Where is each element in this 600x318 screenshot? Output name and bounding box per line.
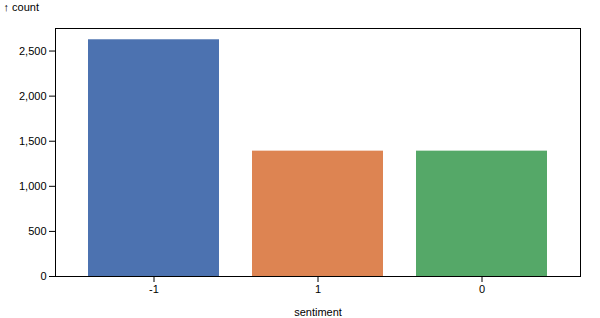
svg-text:500: 500	[28, 225, 46, 237]
svg-text:0: 0	[479, 283, 485, 295]
svg-text:1,000: 1,000	[19, 180, 47, 192]
svg-text:2,500: 2,500	[19, 45, 47, 57]
svg-text:2,000: 2,000	[19, 90, 47, 102]
svg-text:-1: -1	[149, 283, 159, 295]
svg-text:0: 0	[40, 270, 46, 282]
svg-text:1: 1	[315, 283, 321, 295]
svg-text:sentiment: sentiment	[294, 306, 342, 318]
svg-text:1,500: 1,500	[19, 135, 47, 147]
svg-text:↑ count: ↑ count	[4, 1, 39, 13]
